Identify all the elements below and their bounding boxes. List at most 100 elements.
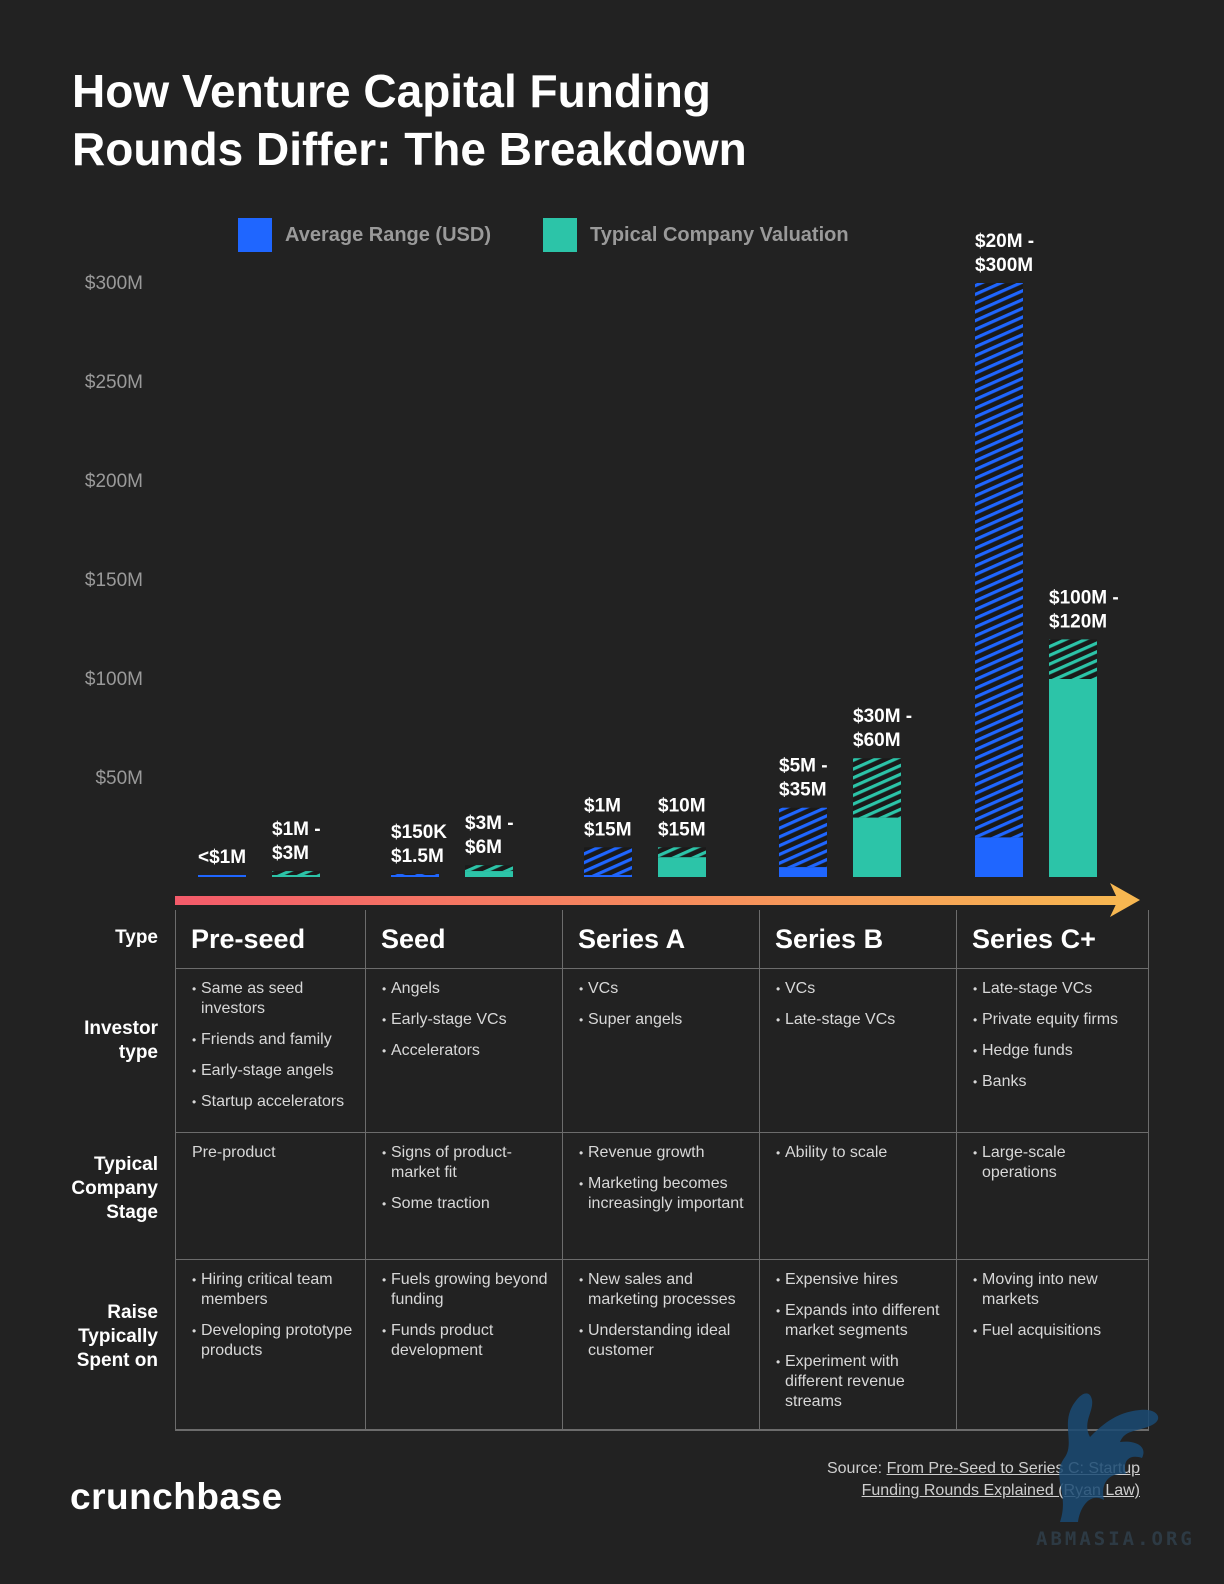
list-item: VCs xyxy=(776,979,950,999)
bar-range-valuation xyxy=(272,871,320,876)
list-item: Accelerators xyxy=(382,1041,556,1061)
bar-range-valuation xyxy=(658,847,706,858)
bar-label-average-range: $20M -$300M xyxy=(975,231,1034,276)
list-item: Signs of product-market fit xyxy=(382,1143,556,1183)
bar-range-valuation xyxy=(853,758,901,818)
company-stage-cell: Revenue growth Marketing becomes increasi… xyxy=(563,1133,760,1260)
stage-text: Pre-product xyxy=(192,1144,276,1161)
list-item: Late-stage VCs xyxy=(776,1010,950,1030)
list-item: Marketing becomes increasingly important xyxy=(579,1174,753,1214)
raise-spent-cell: Hiring critical team members Developing p… xyxy=(176,1260,366,1430)
bars xyxy=(198,283,1097,877)
bar-range-average-range xyxy=(779,807,827,868)
legend-label-average-range: Average Range (USD) xyxy=(285,223,491,246)
crunchbase-logo: crunchbase xyxy=(70,1476,283,1517)
investor-type-cell: Late-stage VCs Private equity firms Hedge … xyxy=(957,969,1148,1133)
bar-min-valuation xyxy=(465,871,513,877)
legend-label-valuation: Typical Company Valuation xyxy=(589,223,849,246)
bar-label-valuation: $100M -$120M xyxy=(1049,587,1119,632)
row-label-raise-spent: Raise Typically Spent on xyxy=(76,1302,158,1371)
investor-type-cell: VCs Super angels xyxy=(563,969,760,1133)
griffin-watermark-icon xyxy=(1059,1393,1159,1522)
bar-range-valuation xyxy=(465,865,513,872)
chart-legend: Average Range (USD) Typical Company Valu… xyxy=(238,218,901,252)
bar-min-valuation xyxy=(1049,679,1097,877)
list-item: New sales and marketing processes xyxy=(579,1270,753,1310)
list-item: Hedge funds xyxy=(973,1041,1142,1061)
page-title: How Venture Capital Funding Rounds Diffe… xyxy=(72,65,747,175)
list-item: Moving into new markets xyxy=(973,1270,1142,1310)
bar-label-valuation: $1M -$3M xyxy=(272,819,321,864)
bar-label-valuation: $30M -$60M xyxy=(853,706,912,751)
raise-spent-cell: Expensive hires Expands into different ma… xyxy=(760,1260,957,1430)
bar-label-average-range: <$1M xyxy=(198,847,246,868)
list-item: Fuels growing beyond funding xyxy=(382,1270,556,1310)
y-tick-label: $100M xyxy=(85,669,143,690)
list-item: Late-stage VCs xyxy=(973,979,1142,999)
legend-swatch-average-range xyxy=(238,218,272,252)
list-item: Angels xyxy=(382,979,556,999)
y-tick-label: $200M xyxy=(85,471,143,492)
list-item: Early-stage angels xyxy=(192,1061,359,1081)
list-item: Friends and family xyxy=(192,1030,359,1050)
y-tick-label: $50M xyxy=(95,768,143,789)
bar-label-average-range: $150K $1.5M xyxy=(391,822,447,867)
row-label-company-stage: Typical Company Stage xyxy=(71,1154,158,1223)
list-item: Ability to scale xyxy=(776,1143,950,1163)
list-item: Funds product development xyxy=(382,1321,556,1361)
list-item: Understanding ideal customer xyxy=(579,1321,753,1361)
legend-item-valuation: Typical Company Valuation xyxy=(542,218,849,252)
raise-spent-cell: Fuels growing beyond funding Funds produc… xyxy=(366,1260,563,1430)
list-item: Large-scale operations xyxy=(973,1143,1142,1183)
list-item: Startup accelerators xyxy=(192,1092,359,1112)
list-item: Super angels xyxy=(579,1010,753,1030)
list-item: Hiring critical team members xyxy=(192,1270,359,1310)
investor-type-cell: Angels Early-stage VCs Accelerators xyxy=(366,969,563,1133)
list-item: Private equity firms xyxy=(973,1010,1142,1030)
timeline-arrow xyxy=(175,883,1140,917)
round-type-header: Seed xyxy=(366,910,563,969)
bar-min-valuation xyxy=(658,857,706,877)
bar-label-valuation: $10M $15M xyxy=(658,795,706,840)
y-tick-label: $150M xyxy=(85,570,143,591)
row-label-type: Type xyxy=(115,927,158,948)
legend-swatch-valuation xyxy=(542,218,577,252)
bar-baseline-average-range xyxy=(198,875,246,877)
bar-range-average-range xyxy=(975,283,1023,838)
bar-range-average-range xyxy=(584,847,632,876)
round-type-header: Series B xyxy=(760,910,957,969)
round-type-header: Series C+ xyxy=(957,910,1148,969)
legend-item-average-range: Average Range (USD) xyxy=(238,218,491,252)
bar-range-valuation xyxy=(1049,639,1097,679)
company-stage-cell: Signs of product-market fit Some traction xyxy=(366,1133,563,1260)
y-tick-label: $250M xyxy=(85,372,143,393)
row-label-investor-type: Investor type xyxy=(84,1018,158,1063)
investor-type-cell: VCs Late-stage VCs xyxy=(760,969,957,1133)
company-stage-cell: Ability to scale xyxy=(760,1133,957,1260)
list-item: Developing prototype products xyxy=(192,1321,359,1361)
list-item: Same as seed investors xyxy=(192,979,359,1019)
timeline-arrow-head xyxy=(1110,883,1140,917)
company-stage-cell: Pre-product xyxy=(176,1133,366,1260)
list-item: Expands into different market segments xyxy=(776,1301,950,1341)
source-prefix: Source: xyxy=(826,1460,887,1477)
list-item: VCs xyxy=(579,979,753,999)
bar-min-valuation xyxy=(853,817,901,877)
bar-labels: <$1M $150K $1.5M $1M $15M $5M -$35M $20M -$300… xyxy=(198,231,1119,868)
y-axis: $50M $100M $150M $200M $250M $300M xyxy=(85,273,143,789)
bar-label-average-range: $5M -$35M xyxy=(779,756,828,801)
timeline-arrow-shaft xyxy=(175,896,1120,905)
list-item: Some traction xyxy=(382,1194,556,1214)
investor-type-cell: Same as seed investors Friends and family… xyxy=(176,969,366,1133)
raise-spent-cell: Moving into new markets Fuel acquisitions xyxy=(957,1260,1148,1430)
list-item: Revenue growth xyxy=(579,1143,753,1163)
funding-chart: $50M $100M $150M $200M $250M $300M <$1M $150K $… xyxy=(85,231,1140,917)
raise-spent-cell: New sales and marketing processes Underst… xyxy=(563,1260,760,1430)
bar-min-average-range xyxy=(584,875,632,877)
round-type-header: Series A xyxy=(563,910,760,969)
list-item: Experiment with different revenue stream… xyxy=(776,1352,950,1412)
round-type-header: Pre-seed xyxy=(176,910,366,969)
list-item: Fuel acquisitions xyxy=(973,1321,1142,1341)
bar-min-average-range xyxy=(779,867,827,877)
